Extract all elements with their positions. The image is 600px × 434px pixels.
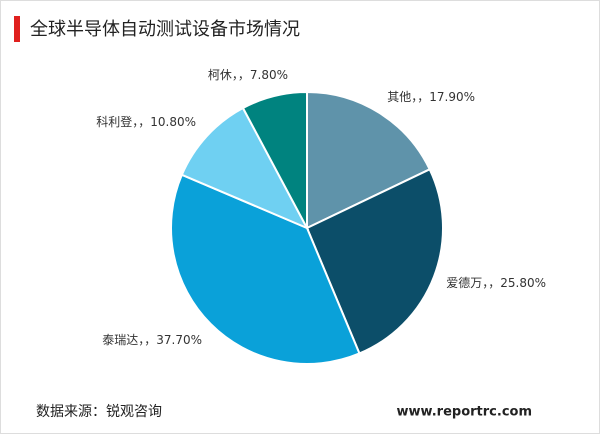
title-accent (14, 16, 20, 42)
value-label: ，，37.70% (138, 333, 202, 347)
slice-label: 科利登，，10.80% (96, 114, 196, 129)
value-label: ，，10.80% (132, 115, 196, 129)
pie-slice (306, 90, 432, 230)
website: www.reportrc.com (397, 405, 532, 420)
category-label: 柯休 (208, 68, 232, 82)
slice-label: 柯休，，7.80% (208, 68, 288, 82)
category-label: 泰瑞达 (102, 333, 138, 347)
value-label: ，，17.90% (411, 90, 475, 104)
pie-slice (241, 90, 308, 229)
pie-slice (170, 173, 361, 365)
category-label: 其他 (387, 90, 411, 104)
chart-title: 全球半导体自动测试设备市场情况 (30, 19, 300, 40)
category-label: 爱德万 (446, 275, 482, 290)
value-label: ，，25.80% (482, 276, 546, 290)
pie-slice (180, 106, 310, 231)
source: 数据来源：锐观咨询 (36, 404, 162, 420)
slice-label: 爱德万，，25.80% (446, 275, 546, 290)
slice-label: 其他，，17.90% (387, 90, 475, 104)
value-label: ，，7.80% (232, 68, 288, 82)
slice-label: 泰瑞达，，37.70% (102, 333, 202, 347)
category-label: 科利登 (96, 114, 132, 129)
